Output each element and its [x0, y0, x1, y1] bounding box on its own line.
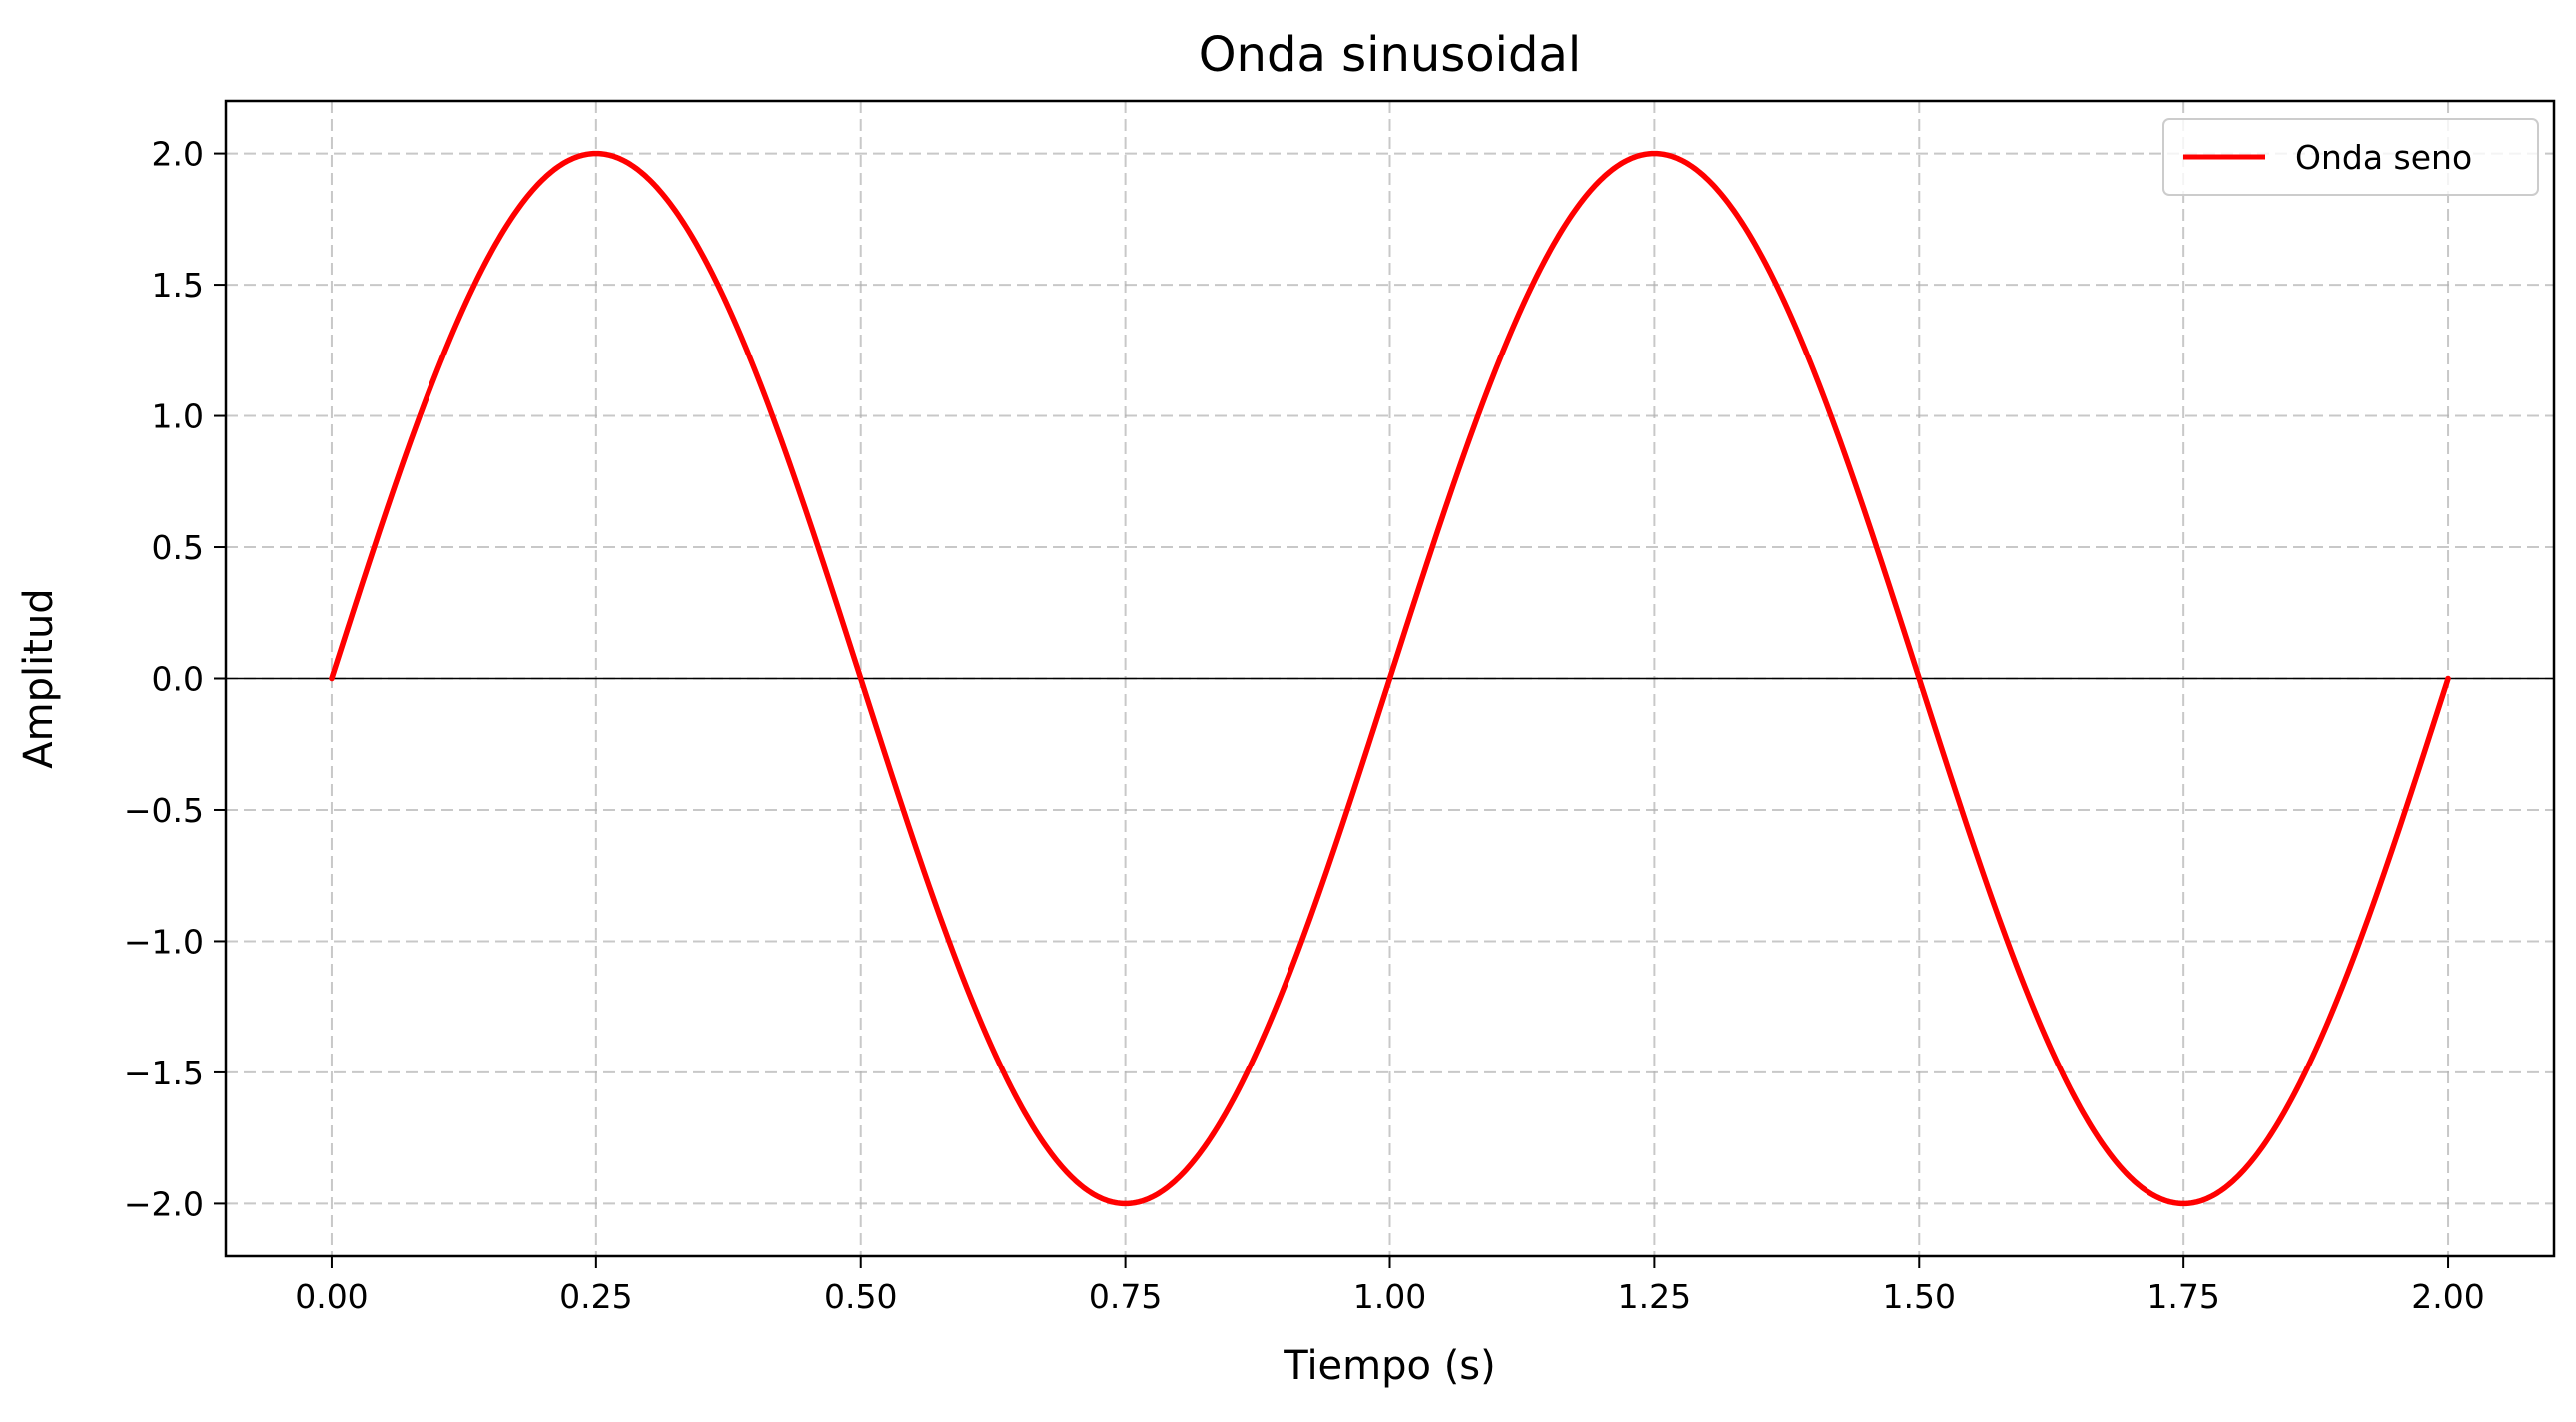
- x-axis-title: Tiempo (s): [1283, 1343, 1496, 1389]
- x-tick-label-3: 0.75: [1089, 1277, 1162, 1316]
- legend: Onda seno: [2162, 118, 2539, 196]
- y-tick-label-6: −1.0: [124, 922, 204, 961]
- series-layer: [329, 150, 2451, 1207]
- x-tick-label-0: 0.00: [295, 1277, 368, 1316]
- series-line-0: [329, 150, 2451, 1207]
- y-tick-label-5: −0.5: [124, 791, 204, 830]
- x-tick-label-4: 1.00: [1353, 1277, 1426, 1316]
- x-tick-label-2: 0.50: [824, 1277, 897, 1316]
- y-tick-label-2: 1.0: [152, 397, 204, 436]
- x-tick-label-8: 2.00: [2411, 1277, 2484, 1316]
- chart-title: Onda sinusoidal: [1199, 27, 1581, 83]
- x-tick-label-1: 0.25: [559, 1277, 632, 1316]
- y-tick-label-4: 0.0: [152, 660, 204, 699]
- x-tick-label-7: 1.75: [2147, 1277, 2219, 1316]
- y-tick-label-0: 2.0: [152, 135, 204, 174]
- y-tick-label-3: 0.5: [152, 528, 204, 567]
- y-tick-label-8: −2.0: [124, 1184, 204, 1223]
- legend-box: [2162, 118, 2539, 196]
- y-tick-label-7: −1.5: [124, 1054, 204, 1092]
- y-tick-label-1: 1.5: [152, 266, 204, 305]
- x-tick-label-6: 1.50: [1883, 1277, 1956, 1316]
- legend-label-onda-seno: Onda seno: [2295, 138, 2472, 177]
- x-axis-ticks: 0.00 0.25 0.50 0.75 1.00 1.25 1.50 1.75 2.00: [295, 1256, 2485, 1316]
- y-axis-title: Amplitud: [16, 588, 62, 768]
- x-tick-label-5: 1.25: [1618, 1277, 1691, 1316]
- y-axis-ticks: 2.0 1.5 1.0 0.5 0.0 −0.5 −1.0 −1.5 −2.0: [124, 135, 226, 1223]
